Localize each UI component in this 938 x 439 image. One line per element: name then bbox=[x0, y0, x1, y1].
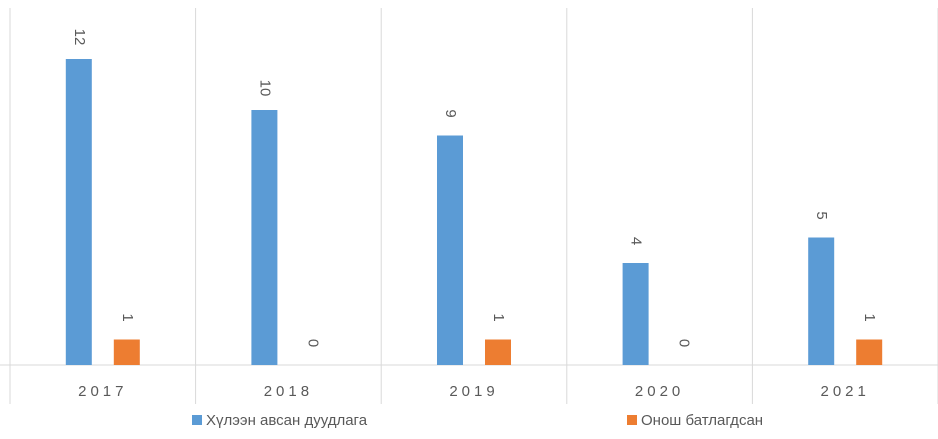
legend-swatch bbox=[627, 415, 637, 425]
data-label: 5 bbox=[813, 211, 830, 219]
bar bbox=[808, 237, 835, 365]
data-label: 10 bbox=[256, 80, 273, 97]
bar bbox=[622, 263, 649, 365]
data-label: 9 bbox=[442, 109, 459, 117]
x-tick-label: 2020 bbox=[635, 383, 684, 400]
bar bbox=[251, 110, 278, 365]
bar bbox=[485, 339, 511, 365]
data-label: 1 bbox=[490, 313, 507, 321]
legend-swatch bbox=[192, 415, 202, 425]
x-tick-label: 2017 bbox=[78, 383, 127, 400]
bar bbox=[437, 135, 463, 365]
x-tick-label: 2021 bbox=[821, 383, 870, 400]
bar bbox=[856, 339, 883, 365]
x-tick-label: 2019 bbox=[449, 383, 498, 400]
data-label: 0 bbox=[304, 339, 321, 347]
data-label: 12 bbox=[71, 29, 88, 46]
legend-label: Хүлээн авсан дуудлага bbox=[206, 412, 368, 429]
data-label: 4 bbox=[628, 237, 645, 245]
bar bbox=[65, 59, 92, 365]
data-label: 1 bbox=[861, 313, 878, 321]
bar bbox=[113, 339, 140, 365]
data-label: 0 bbox=[676, 339, 693, 347]
data-label: 1 bbox=[119, 313, 136, 321]
legend-label: Онош батлагдсан bbox=[641, 412, 763, 429]
x-tick-label: 2018 bbox=[264, 383, 313, 400]
